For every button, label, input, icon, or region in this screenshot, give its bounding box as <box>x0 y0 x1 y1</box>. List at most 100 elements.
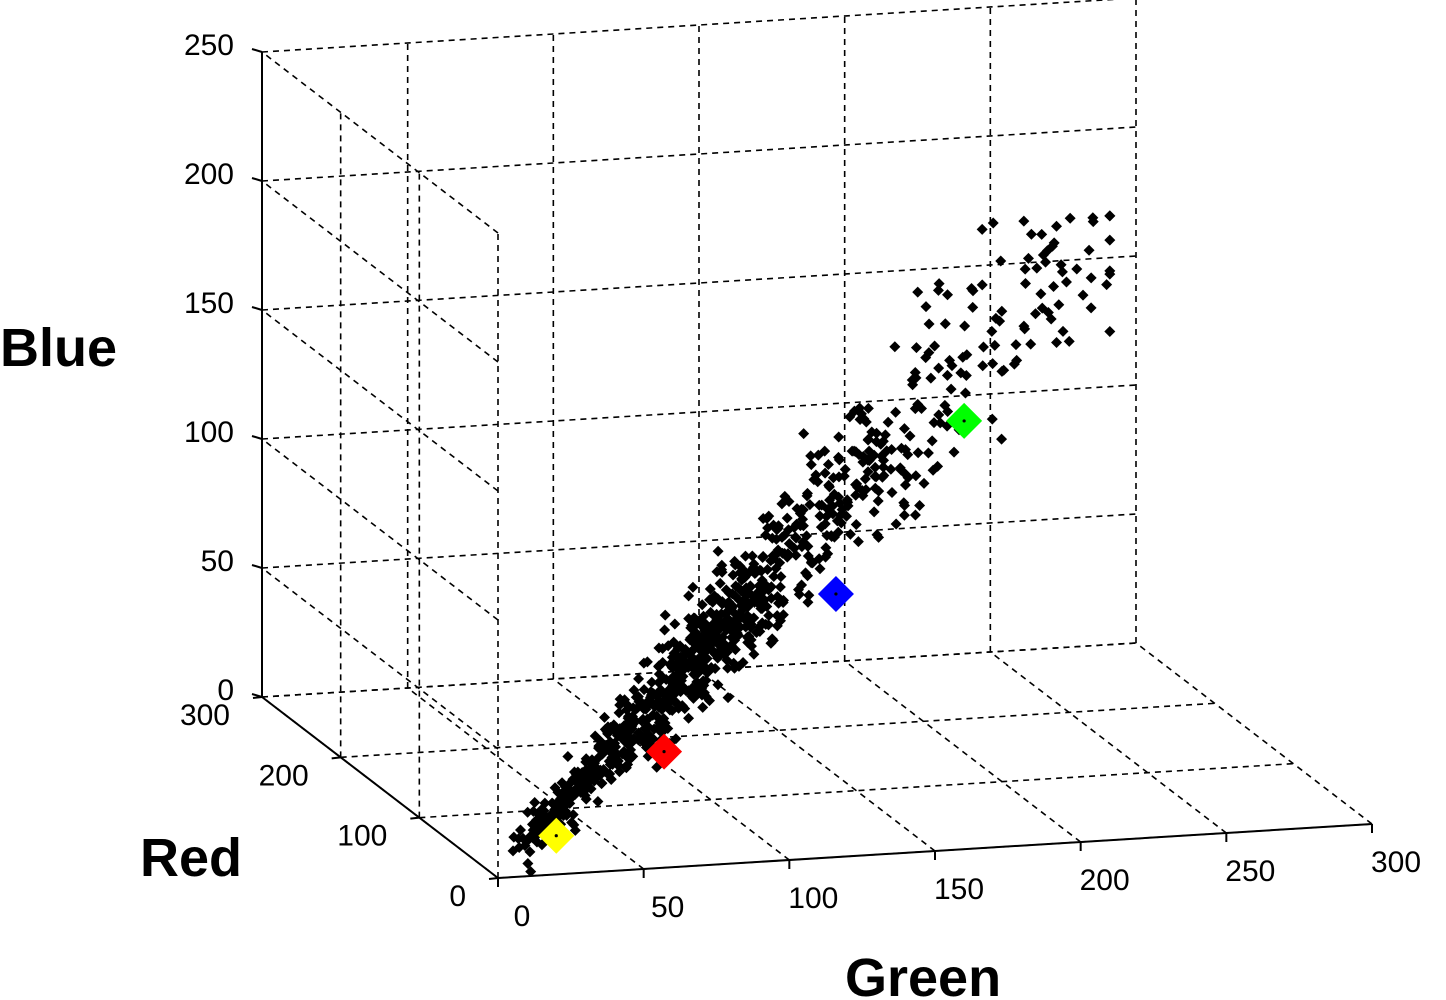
data-point <box>748 648 760 660</box>
data-point <box>820 542 832 554</box>
data-point <box>771 610 783 622</box>
data-point <box>683 590 695 602</box>
data-point <box>690 661 702 673</box>
data-point <box>852 536 864 548</box>
data-point <box>614 725 626 737</box>
data-point <box>653 676 665 688</box>
data-point <box>710 649 722 661</box>
data-point <box>664 703 676 715</box>
data-point <box>765 581 777 593</box>
data-point <box>798 428 810 440</box>
grid-line <box>261 642 1137 698</box>
data-point <box>1104 265 1116 277</box>
data-point <box>694 652 706 664</box>
data-point <box>878 470 890 482</box>
data-point <box>659 609 671 621</box>
data-point <box>625 744 637 756</box>
data-point <box>596 778 608 790</box>
data-point <box>531 836 543 848</box>
data-point <box>863 445 875 457</box>
y-tick-label: 250 <box>1225 855 1275 888</box>
data-point <box>801 487 813 499</box>
data-point <box>680 685 692 697</box>
data-point <box>959 387 971 399</box>
data-point <box>987 358 999 370</box>
data-point <box>1031 262 1043 274</box>
data-point <box>575 786 587 798</box>
data-point <box>1087 212 1099 224</box>
data-point <box>1051 220 1063 232</box>
data-point <box>812 449 824 461</box>
data-point <box>1046 240 1058 252</box>
data-point <box>914 499 926 511</box>
data-point <box>898 497 910 509</box>
data-point <box>569 824 581 836</box>
grid-line <box>261 438 499 621</box>
data-point <box>791 518 803 530</box>
data-point <box>986 325 998 337</box>
data-point <box>915 403 927 415</box>
data-point <box>754 625 766 637</box>
data-point <box>933 278 945 290</box>
data-point <box>522 857 534 869</box>
data-point <box>886 487 898 499</box>
data-point <box>696 599 708 611</box>
data-point <box>640 723 652 735</box>
data-point <box>758 593 770 605</box>
z-tick-label: 50 <box>201 545 234 578</box>
data-point <box>736 598 748 610</box>
data-point <box>1019 278 1031 290</box>
data-point <box>955 367 967 379</box>
data-point <box>711 566 723 578</box>
grid-line <box>261 309 499 492</box>
data-point <box>1025 338 1037 350</box>
data-point <box>775 571 787 583</box>
data-point <box>933 362 945 374</box>
data-point <box>976 279 988 291</box>
data-point <box>1010 339 1022 351</box>
grid-line <box>261 51 499 234</box>
grid-line <box>261 255 1137 311</box>
data-point <box>686 651 698 663</box>
data-point <box>729 614 741 626</box>
data-point <box>704 583 716 595</box>
x-tick-label: 0 <box>449 880 466 913</box>
data-point <box>900 469 912 481</box>
x-tick-mark <box>488 877 499 880</box>
data-point <box>1085 272 1097 284</box>
data-point <box>783 538 795 550</box>
data-point <box>665 659 677 671</box>
data-point <box>549 804 561 816</box>
grid-line <box>407 687 645 870</box>
data-point <box>846 445 858 457</box>
data-point <box>879 429 891 441</box>
data-point <box>942 289 954 301</box>
data-point <box>770 533 782 545</box>
data-point <box>996 433 1008 445</box>
data-point <box>904 430 916 442</box>
z-axis-title: Blue <box>0 318 117 378</box>
data-point <box>1030 308 1042 320</box>
data-point <box>604 758 616 770</box>
data-point <box>1060 276 1072 288</box>
data-point <box>848 405 860 417</box>
data-point <box>857 456 869 468</box>
y-tick-label: 150 <box>934 873 984 906</box>
data-point <box>822 459 834 471</box>
data-point <box>1035 288 1047 300</box>
data-point <box>1071 263 1083 275</box>
data-point <box>722 692 734 704</box>
data-point <box>819 467 831 479</box>
y-axis-title: Green <box>845 948 1001 1000</box>
data-point <box>977 341 989 353</box>
data-point <box>723 604 735 616</box>
x-tick-mark <box>331 756 341 760</box>
data-point <box>828 531 840 543</box>
data-point <box>525 866 537 878</box>
grid-line <box>261 567 499 750</box>
data-point <box>722 662 734 674</box>
data-point <box>524 846 536 858</box>
data-point <box>894 462 906 474</box>
data-point <box>850 519 862 531</box>
data-point <box>910 470 922 482</box>
